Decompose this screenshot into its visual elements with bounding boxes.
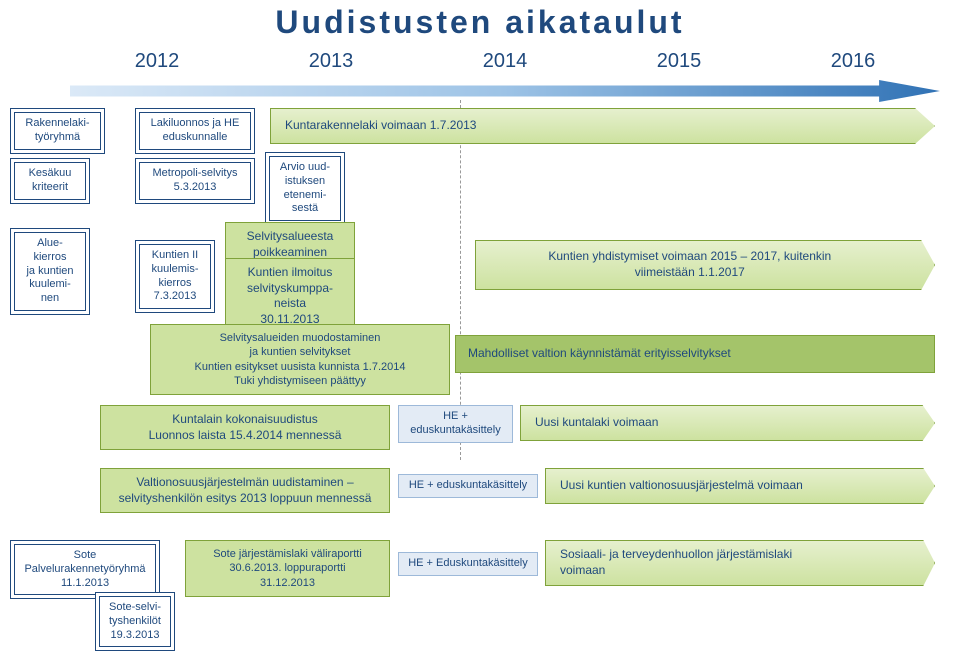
label: Selvitysalueiden muodostaminen ja kuntie… [195, 332, 406, 387]
label: Uusi kuntalaki voimaan [535, 415, 658, 431]
label: Selvitysalueesta poikkeaminen [247, 229, 334, 259]
label: Sote järjestämislaki väliraportti 30.6.2… [213, 548, 362, 589]
year-2014: 2014 [418, 50, 592, 73]
box-kesakuu: Kesäkuu kriteerit [10, 158, 90, 204]
label: Kuntien ilmoitus selvityskumppa- neista … [247, 265, 333, 326]
box-he2: HE + eduskuntakäsittely [398, 474, 538, 498]
box-rakennelaki: Rakennelaki- työryhmä [10, 108, 105, 154]
box-kuntalain: Kuntalain kokonaisuudistus Luonnos laist… [100, 405, 390, 450]
label: Mahdolliset valtion käynnistämät erityis… [468, 346, 731, 362]
label: Kuntarakennelaki voimaan 1.7.2013 [285, 118, 476, 134]
arrow-kuntalaki: Uusi kuntalaki voimaan [520, 405, 935, 441]
arrow-sote: Sosiaali- ja terveydenhuollon järjestämi… [545, 540, 935, 586]
arrow-valtionosuus: Uusi kuntien valtionosuusjärjestelmä voi… [545, 468, 935, 504]
label: Kuntien II kuulemis- kierros 7.3.2013 [139, 244, 211, 309]
page-title: Uudistusten aikataulut [0, 0, 960, 41]
label: HE + eduskuntakäsittely [409, 479, 527, 491]
label: Kesäkuu kriteerit [14, 162, 86, 200]
label: Metropoli-selvitys 5.3.2013 [139, 162, 251, 200]
label: Sote Palvelurakennetyöryhmä 11.1.2013 [14, 544, 156, 595]
label: Lakiluonnos ja HE eduskunnalle [139, 112, 251, 150]
label: Kuntien yhdistymiset voimaan 2015 – 2017… [490, 249, 890, 280]
box-arvio: Arvio uud- istuksen etenemi-sestä [265, 152, 345, 225]
box-kuntien2: Kuntien II kuulemis- kierros 7.3.2013 [135, 240, 215, 313]
timeline-diagram: Uudistusten aikataulut 2012 2013 2014 20… [0, 0, 960, 658]
arrow-kuntarakennelaki: Kuntarakennelaki voimaan 1.7.2013 [270, 108, 935, 144]
box-mahdolliset: Mahdolliset valtion käynnistämät erityis… [455, 335, 935, 373]
year-axis: 2012 2013 2014 2015 2016 [70, 50, 940, 73]
box-he3: HE + Eduskuntakäsittely [398, 552, 538, 576]
box-sote: Sote Palvelurakennetyöryhmä 11.1.2013 [10, 540, 160, 599]
label: Arvio uud- istuksen etenemi-sestä [269, 156, 341, 221]
label: HE + eduskuntakäsittely [410, 410, 501, 436]
year-2013: 2013 [244, 50, 418, 73]
year-2015: 2015 [592, 50, 766, 73]
year-2012: 2012 [70, 50, 244, 73]
label: HE + Eduskuntakäsittely [408, 557, 528, 569]
label: Valtionosuusjärjestelmän uudistaminen – … [119, 475, 372, 505]
label: Uusi kuntien valtionosuusjärjestelmä voi… [560, 478, 803, 494]
timeline-arrow [70, 80, 940, 102]
box-sotejarj: Sote järjestämislaki väliraportti 30.6.2… [185, 540, 390, 597]
box-ilmoitus: Kuntien ilmoitus selvityskumppa- neista … [225, 258, 355, 334]
label: Alue- kierros ja kuntien kuulemi- nen [14, 232, 86, 311]
label: Kuntalain kokonaisuudistus Luonnos laist… [149, 412, 342, 442]
box-selvitysalueiden: Selvitysalueiden muodostaminen ja kuntie… [150, 324, 450, 395]
label: Sosiaali- ja terveydenhuollon järjestämi… [560, 547, 792, 578]
box-metropoli: Metropoli-selvitys 5.3.2013 [135, 158, 255, 204]
label: Rakennelaki- työryhmä [14, 112, 101, 150]
box-aluekierros: Alue- kierros ja kuntien kuulemi- nen [10, 228, 90, 315]
year-2016: 2016 [766, 50, 940, 73]
box-lakiluonnos: Lakiluonnos ja HE eduskunnalle [135, 108, 255, 154]
box-he1: HE + eduskuntakäsittely [398, 405, 513, 443]
label: Sote-selvi- tyshenkilöt 19.3.2013 [99, 596, 171, 647]
box-valtion: Valtionosuusjärjestelmän uudistaminen – … [100, 468, 390, 513]
arrow-yhdistymiset: Kuntien yhdistymiset voimaan 2015 – 2017… [475, 240, 935, 290]
box-soteselvi: Sote-selvi- tyshenkilöt 19.3.2013 [95, 592, 175, 651]
